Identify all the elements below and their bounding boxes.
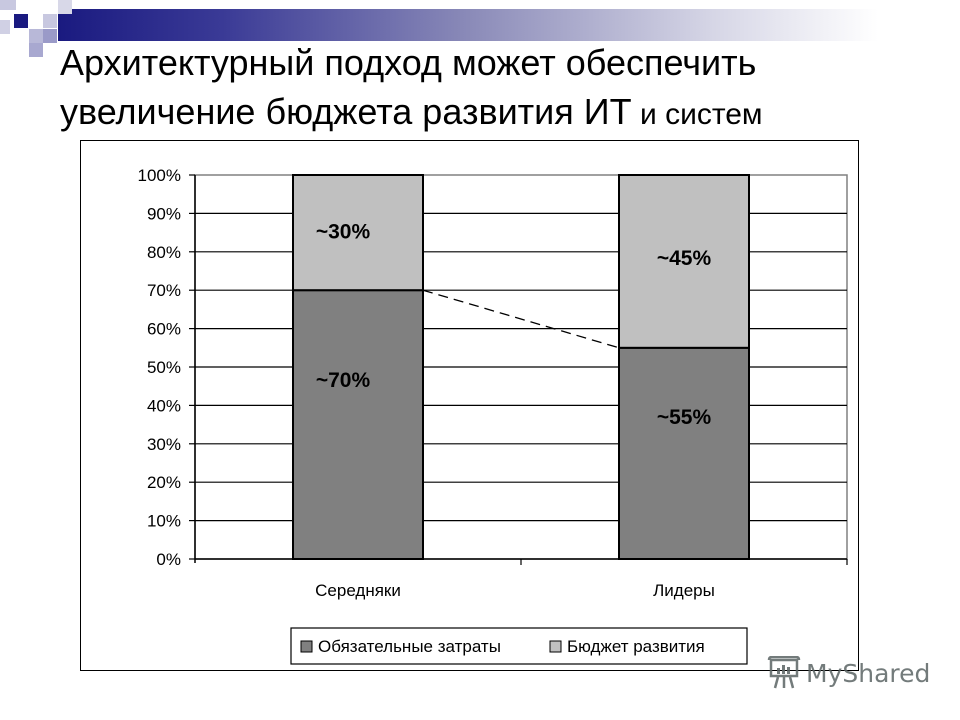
slide-title-line1: Архитектурный подход может обеспечить	[60, 42, 757, 83]
legend-label: Обязательные затраты	[318, 637, 501, 656]
y-tick-label: 80%	[147, 243, 181, 262]
y-tick-label: 20%	[147, 473, 181, 492]
decorative-square	[29, 29, 43, 43]
bar-segment	[618, 346, 750, 560]
decorative-gradient-bar	[58, 9, 878, 41]
decorative-square	[14, 14, 28, 28]
slide-title-line2-main: увеличение бюджета развития ИТ	[60, 91, 632, 132]
decorative-square	[29, 43, 43, 57]
legend-swatch	[549, 640, 562, 653]
y-tick-label: 40%	[147, 396, 181, 415]
bar-data-label: ~55%	[657, 406, 712, 429]
y-tick-label: 0%	[156, 550, 181, 569]
legend-swatch	[300, 640, 313, 653]
watermark: MyShared	[766, 656, 930, 690]
bar-data-label: ~70%	[316, 369, 371, 392]
decorative-square	[0, 0, 16, 10]
presentation-board-icon	[767, 656, 801, 689]
bar-data-label: ~30%	[316, 220, 371, 243]
decorative-square	[0, 20, 10, 34]
y-tick-label: 100%	[138, 166, 181, 185]
slide-title-line2-small: и систем	[631, 98, 763, 131]
bar-data-label: ~45%	[657, 247, 712, 270]
bar-segment	[292, 174, 424, 292]
y-tick-label: 70%	[147, 281, 181, 300]
trend-dashed-line	[422, 289, 620, 349]
y-tick-label: 50%	[147, 358, 181, 377]
bar-segment	[292, 289, 424, 560]
y-tick-label: 60%	[147, 320, 181, 339]
watermark-text: MyShared	[806, 658, 931, 688]
decorative-square	[43, 29, 57, 43]
slide-title: Архитектурный подход может обеспечить ув…	[60, 38, 940, 139]
decorative-square	[58, 0, 72, 14]
y-tick-label: 30%	[147, 435, 181, 454]
bar-segment	[618, 174, 750, 349]
decorative-square	[43, 14, 57, 28]
y-tick-label: 90%	[147, 204, 181, 223]
x-category-label: Середняки	[315, 581, 401, 600]
legend-label: Бюджет развития	[567, 637, 705, 656]
y-tick-label: 10%	[147, 512, 181, 531]
legend-box	[290, 627, 748, 665]
slide-title-line2: увеличение бюджета развития ИТ и систем	[60, 87, 940, 139]
x-category-label: Лидеры	[653, 581, 715, 600]
